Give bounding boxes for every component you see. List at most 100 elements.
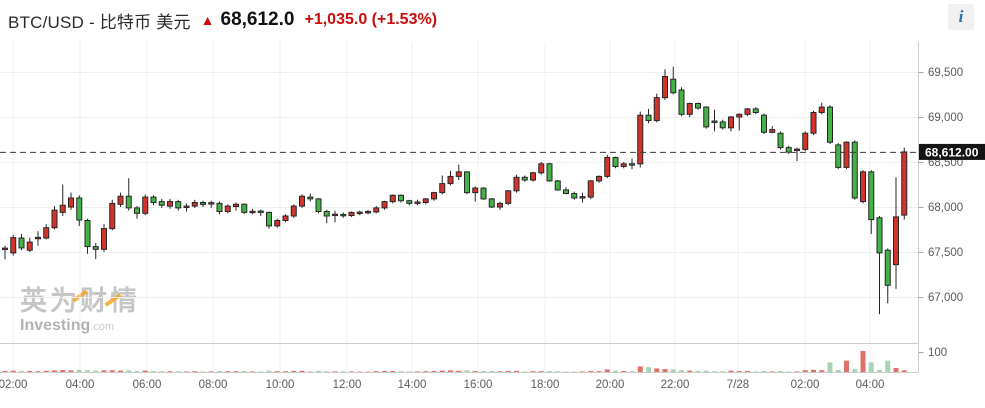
volume-bar[interactable] <box>208 371 214 372</box>
candlestick[interactable] <box>323 211 330 217</box>
candlestick[interactable] <box>794 148 800 152</box>
candlestick[interactable] <box>620 163 627 168</box>
candlestick[interactable] <box>332 213 338 217</box>
volume-bar[interactable] <box>35 371 41 372</box>
volume-bar[interactable] <box>200 371 206 372</box>
candlestick[interactable] <box>464 171 470 194</box>
candlestick[interactable] <box>257 210 264 213</box>
volume-bar[interactable] <box>679 370 684 372</box>
volume-bar[interactable] <box>522 371 528 372</box>
volume-bar[interactable] <box>778 371 783 372</box>
volume-bar[interactable] <box>406 371 412 372</box>
candlestick[interactable] <box>241 203 248 213</box>
volume-bar[interactable] <box>596 371 602 372</box>
volume-bar[interactable] <box>60 370 66 372</box>
candlestick[interactable] <box>728 116 734 129</box>
candlestick[interactable] <box>266 211 272 227</box>
candlestick[interactable] <box>835 144 842 168</box>
candlestick[interactable] <box>843 141 850 168</box>
volume-bar[interactable] <box>811 369 816 372</box>
volume-bar[interactable] <box>472 371 478 372</box>
volume-bar[interactable] <box>621 371 627 372</box>
volume-bar[interactable] <box>753 371 759 372</box>
volume-bar[interactable] <box>563 371 569 372</box>
candlestick[interactable] <box>876 217 883 254</box>
candlestick[interactable] <box>662 76 668 99</box>
candlestick[interactable] <box>818 106 825 113</box>
volume-bar[interactable] <box>324 371 330 372</box>
candlestick[interactable] <box>431 192 437 200</box>
volume-bar[interactable] <box>695 371 701 372</box>
volume-bar[interactable] <box>184 371 189 372</box>
candlestick[interactable] <box>340 213 347 217</box>
candlestick[interactable] <box>406 200 413 204</box>
volume-bar[interactable] <box>761 371 767 372</box>
volume-bar[interactable] <box>844 360 849 372</box>
volume-bar[interactable] <box>505 371 511 372</box>
candlestick[interactable] <box>290 205 297 217</box>
candlestick[interactable] <box>670 78 677 94</box>
volume-bar[interactable] <box>489 371 495 372</box>
candlestick[interactable] <box>307 196 314 200</box>
candlestick[interactable] <box>785 147 792 153</box>
candlestick[interactable] <box>645 114 652 122</box>
candlestick[interactable] <box>175 201 182 209</box>
volume-bar[interactable] <box>316 370 321 372</box>
volume-bar[interactable] <box>340 371 346 372</box>
candlestick[interactable] <box>51 209 58 229</box>
volume-bar[interactable] <box>497 371 503 372</box>
volume-bar[interactable] <box>687 370 693 372</box>
volume-bar[interactable] <box>274 371 280 372</box>
candlestick[interactable] <box>183 205 190 208</box>
volume-bar[interactable] <box>736 371 742 372</box>
candlestick[interactable] <box>629 163 635 166</box>
candlestick[interactable] <box>752 108 759 114</box>
candlestick[interactable] <box>167 201 173 207</box>
candlestick[interactable] <box>125 195 132 209</box>
candlestick[interactable] <box>711 120 718 123</box>
volume-bar[interactable] <box>555 371 561 372</box>
volume-bar[interactable] <box>637 366 643 372</box>
volume-bar[interactable] <box>604 369 610 372</box>
volume-bar[interactable] <box>118 370 123 372</box>
volume-bar[interactable] <box>448 370 453 372</box>
candlestick[interactable] <box>233 203 239 208</box>
volume-bar[interactable] <box>745 371 750 372</box>
candlestick[interactable] <box>101 228 107 250</box>
volume-bar[interactable] <box>646 367 651 372</box>
candlestick[interactable] <box>513 176 520 192</box>
volume-bar[interactable] <box>217 371 222 372</box>
volume-bar[interactable] <box>93 370 99 372</box>
candlestick[interactable] <box>373 207 380 213</box>
volume-bar[interactable] <box>76 369 82 372</box>
volume-bar[interactable] <box>571 371 577 372</box>
candlestick[interactable] <box>191 202 198 207</box>
candlestick[interactable] <box>455 171 462 177</box>
volume-bar[interactable] <box>613 370 618 372</box>
volume-bar[interactable] <box>712 371 717 372</box>
volume-bar[interactable] <box>423 371 429 372</box>
volume-bar[interactable] <box>827 362 833 372</box>
candlestick[interactable] <box>158 201 165 206</box>
volume-bar[interactable] <box>703 370 709 372</box>
candlestick[interactable] <box>447 175 454 185</box>
volume-bar[interactable] <box>530 371 536 372</box>
volume-bar[interactable] <box>877 370 882 372</box>
candlestick[interactable] <box>571 193 578 199</box>
candlestick[interactable] <box>736 113 743 118</box>
candlestick[interactable] <box>810 112 817 134</box>
candlestick[interactable] <box>348 211 355 217</box>
candlestick[interactable] <box>769 129 776 133</box>
volume-bar[interactable] <box>291 371 297 372</box>
candlestick[interactable] <box>208 202 215 205</box>
candlestick[interactable] <box>604 157 611 177</box>
volume-bar[interactable] <box>250 371 255 372</box>
candlestick[interactable] <box>117 195 124 205</box>
candlestick[interactable] <box>150 196 157 204</box>
volume-bar[interactable] <box>258 371 264 372</box>
volume-bar[interactable] <box>192 371 198 372</box>
candlestick[interactable] <box>719 121 726 129</box>
volume-bar[interactable] <box>893 368 899 372</box>
candlestick[interactable] <box>381 201 388 209</box>
